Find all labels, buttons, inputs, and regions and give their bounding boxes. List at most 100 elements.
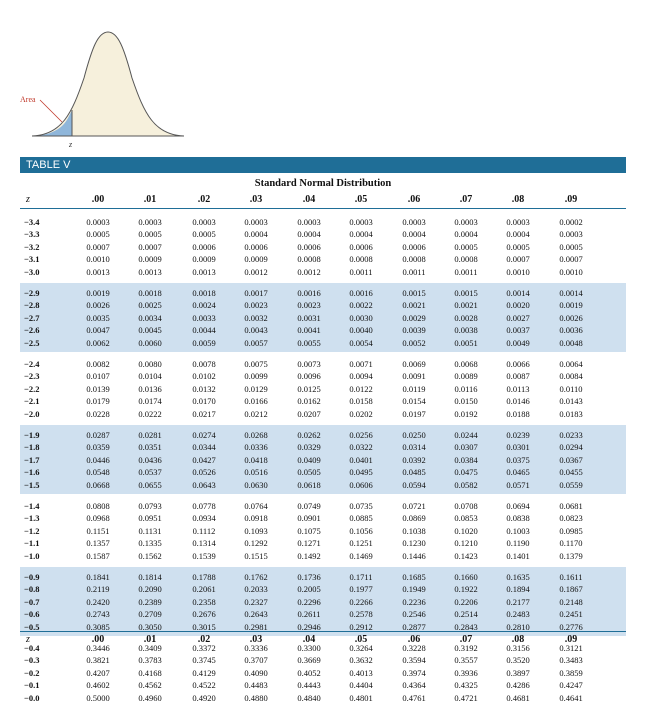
probability-cell: 0.0968 xyxy=(86,513,110,524)
probability-cell: 0.4052 xyxy=(297,667,321,678)
probability-cell: 0.0013 xyxy=(192,266,216,277)
probability-cell: 0.0778 xyxy=(192,501,216,511)
probability-cell: 0.1814 xyxy=(138,572,162,582)
bottom-column-header: .03 xyxy=(249,634,263,645)
top-column-header: .08 xyxy=(511,194,525,205)
probability-cell: 0.0069 xyxy=(402,359,426,369)
probability-cell: 0.0207 xyxy=(297,408,321,419)
row-group: −0.4 0.3446 0.3409 0.3372 0.3336 0.3300 0.3264… xyxy=(20,638,626,707)
probability-cell: 0.0228 xyxy=(86,408,110,419)
probability-cell: 0.0351 xyxy=(138,442,162,453)
probability-cell: 0.2266 xyxy=(349,596,373,607)
probability-cell: 0.0038 xyxy=(454,325,478,336)
probability-cell: 0.5000 xyxy=(86,692,110,703)
probability-cell: 0.0082 xyxy=(86,359,110,369)
probability-cell: 0.0192 xyxy=(454,408,478,419)
probability-cell: 0.0146 xyxy=(506,396,530,407)
probability-cell: 0.0016 xyxy=(349,288,373,298)
probability-cell: 0.4090 xyxy=(244,667,268,678)
probability-cell: 0.1894 xyxy=(506,584,530,595)
probability-cell: 0.2148 xyxy=(559,596,583,607)
probability-cell: 0.0019 xyxy=(559,300,583,311)
probability-cell: 0.4522 xyxy=(192,680,216,691)
probability-cell: 0.0005 xyxy=(138,229,162,240)
table-row: −2.4 0.0082 0.0080 0.0078 0.0075 0.0073 0.0071… xyxy=(20,358,626,370)
probability-cell: 0.4880 xyxy=(244,692,268,703)
probability-cell: 0.0033 xyxy=(192,312,216,323)
probability-cell: 0.1003 xyxy=(506,525,530,536)
probability-cell: 0.0401 xyxy=(349,454,373,465)
probability-cell: 0.1271 xyxy=(297,538,321,549)
probability-cell: 0.0162 xyxy=(297,396,321,407)
probability-cell: 0.0073 xyxy=(297,359,321,369)
probability-cell: 0.3594 xyxy=(402,655,426,666)
probability-cell: 0.0034 xyxy=(138,312,162,323)
probability-cell: 0.1379 xyxy=(559,550,583,561)
probability-cell: 0.1977 xyxy=(349,584,373,595)
probability-cell: 0.0287 xyxy=(86,430,110,440)
row-group: −3.4 0.0003 0.0003 0.0003 0.0003 0.0003 0.0003… xyxy=(20,212,626,281)
probability-cell: 0.1736 xyxy=(297,572,321,582)
z-value: −2.5 xyxy=(24,337,40,348)
probability-cell: 0.0041 xyxy=(297,325,321,336)
probability-cell: 0.0375 xyxy=(506,454,530,465)
probability-cell: 0.2483 xyxy=(506,609,530,620)
z-value: −2.8 xyxy=(24,300,40,311)
z-value: −1.5 xyxy=(24,479,40,490)
probability-cell: 0.0129 xyxy=(244,383,268,394)
probability-cell: 0.0096 xyxy=(297,371,321,382)
top-column-header: .01 xyxy=(143,194,157,205)
probability-cell: 0.0495 xyxy=(349,467,373,478)
probability-cell: 0.0006 xyxy=(297,241,321,252)
probability-cell: 0.0202 xyxy=(349,408,373,419)
probability-cell: 0.0044 xyxy=(192,325,216,336)
probability-cell: 0.0003 xyxy=(559,229,583,240)
probability-cell: 0.0139 xyxy=(86,383,110,394)
probability-cell: 0.0250 xyxy=(402,430,426,440)
probability-cell: 0.0010 xyxy=(506,266,530,277)
probability-cell: 0.0052 xyxy=(402,337,426,348)
probability-cell: 0.0007 xyxy=(506,254,530,265)
probability-cell: 0.0091 xyxy=(402,371,426,382)
bottom-column-header: .07 xyxy=(459,634,473,645)
probability-cell: 0.0021 xyxy=(402,300,426,311)
probability-cell: 0.0436 xyxy=(138,454,162,465)
probability-cell: 0.2206 xyxy=(454,596,478,607)
probability-cell: 0.0143 xyxy=(559,396,583,407)
probability-cell: 0.0505 xyxy=(297,467,321,478)
probability-cell: 0.0094 xyxy=(349,371,373,382)
table-row: −3.2 0.0007 0.0007 0.0006 0.0006 0.0006 0.0006… xyxy=(20,241,626,253)
probability-cell: 0.0107 xyxy=(86,371,110,382)
probability-cell: 0.0071 xyxy=(349,359,373,369)
probability-cell: 0.0019 xyxy=(86,288,110,298)
table-row: −3.3 0.0005 0.0005 0.0005 0.0004 0.0004 0.0004… xyxy=(20,228,626,240)
probability-cell: 0.3121 xyxy=(559,643,583,653)
probability-cell: 0.1922 xyxy=(454,584,478,595)
probability-cell: 0.2420 xyxy=(86,596,110,607)
probability-cell: 0.0281 xyxy=(138,430,162,440)
probability-cell: 0.1056 xyxy=(349,525,373,536)
probability-cell: 0.0244 xyxy=(454,430,478,440)
probability-cell: 0.0113 xyxy=(506,383,530,394)
top-column-header: .06 xyxy=(407,194,421,205)
probability-cell: 0.3264 xyxy=(349,643,373,653)
probability-cell: 0.0274 xyxy=(192,430,216,440)
table-row: −1.4 0.0808 0.0793 0.0778 0.0764 0.0749 0.0735… xyxy=(20,500,626,512)
probability-cell: 0.0055 xyxy=(297,337,321,348)
bottom-column-header: .01 xyxy=(143,634,157,645)
probability-cell: 0.0014 xyxy=(506,288,530,298)
probability-cell: 0.0606 xyxy=(349,479,373,490)
probability-cell: 0.1292 xyxy=(244,538,268,549)
top-column-header: .04 xyxy=(302,194,316,205)
row-group: −0.9 0.1841 0.1814 0.1788 0.1762 0.1736 0.1711… xyxy=(20,567,626,636)
probability-cell: 0.0011 xyxy=(349,266,373,277)
probability-cell: 0.0005 xyxy=(559,241,583,252)
probability-cell: 0.0003 xyxy=(244,217,268,227)
probability-cell: 0.0110 xyxy=(559,383,583,394)
probability-cell: 0.3557 xyxy=(454,655,478,666)
table-row: −2.6 0.0047 0.0045 0.0044 0.0043 0.0041 0.0040… xyxy=(20,324,626,336)
z-value: −0.2 xyxy=(24,667,40,678)
probability-cell: 0.1635 xyxy=(506,572,530,582)
probability-cell: 0.0008 xyxy=(402,254,426,265)
probability-cell: 0.0166 xyxy=(244,396,268,407)
